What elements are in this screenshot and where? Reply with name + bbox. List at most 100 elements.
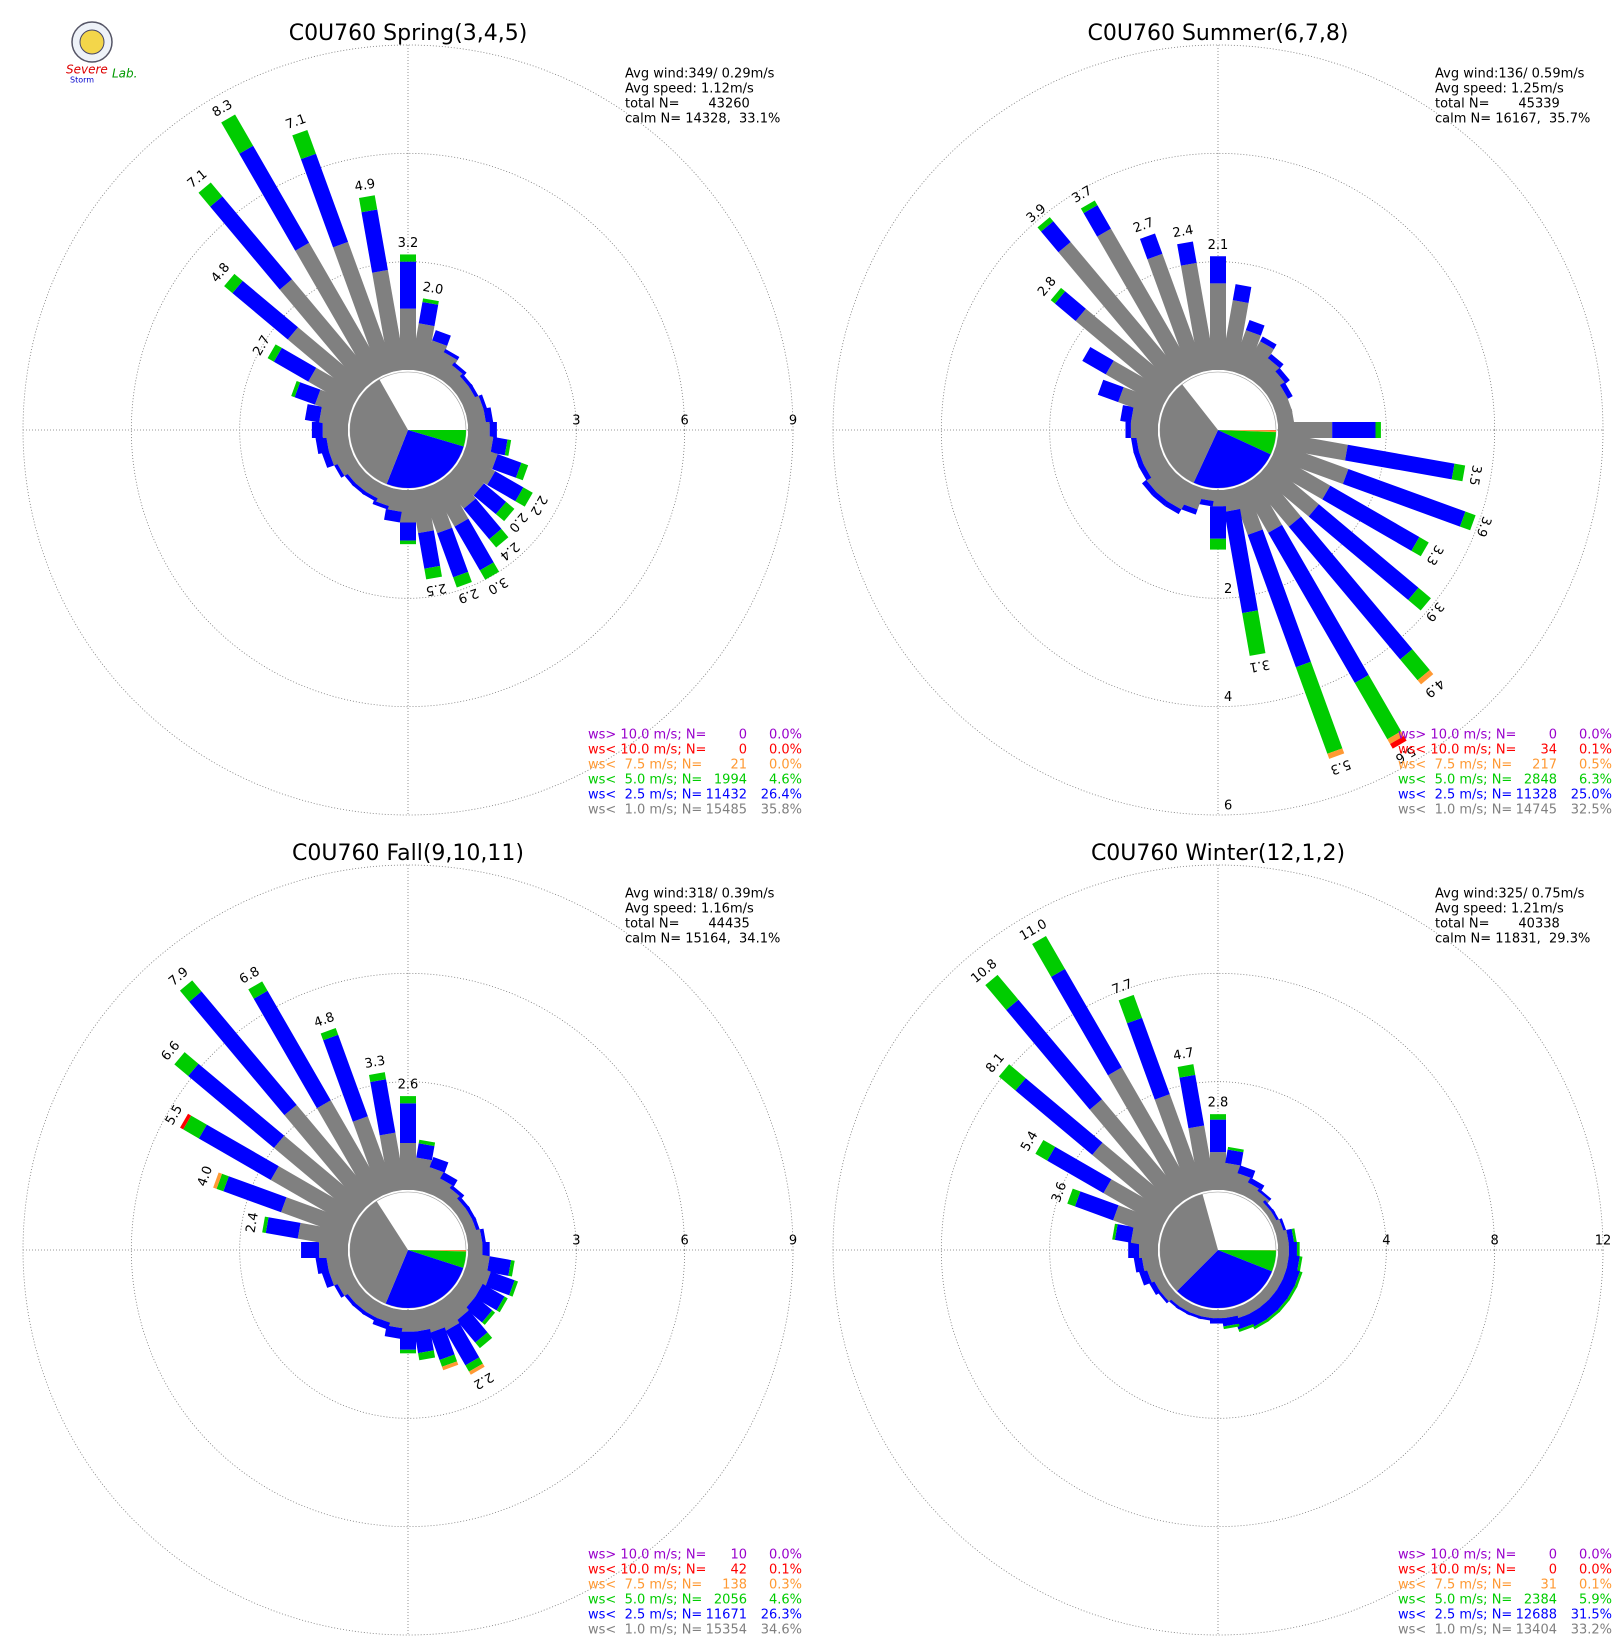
legend-label: ws< 1.0 m/s; N= (588, 803, 702, 818)
bar-segment (431, 1297, 460, 1331)
bar-segment (479, 1228, 487, 1245)
bar-segment (418, 1139, 436, 1147)
bar-segment (265, 1217, 301, 1239)
legend-label: ws< 7.5 m/s; N= (588, 1578, 702, 1593)
bar-segment (1032, 936, 1065, 977)
bar-segment (429, 1327, 455, 1361)
share-wedge (408, 430, 466, 447)
legend-percent: 4.6% (769, 773, 802, 788)
r-tick-label: 9 (789, 414, 797, 429)
bar-segment (478, 394, 488, 411)
bar-segment (1138, 1267, 1152, 1286)
bar-segment (455, 453, 496, 485)
stats-line: calm N= 14328, 33.1% (625, 112, 780, 127)
bar-segment (301, 1242, 320, 1258)
bar-segment (1188, 1125, 1216, 1193)
bar-segment (440, 365, 465, 390)
bar-segment (1154, 1094, 1205, 1197)
bar-segment (410, 487, 434, 534)
bar-segment (1143, 453, 1171, 478)
bar-segment (1411, 537, 1429, 557)
bar-segment (461, 1263, 491, 1287)
bar-segment (515, 487, 533, 507)
bar-segment (1120, 405, 1134, 423)
bar-segment (1118, 387, 1165, 417)
bar-segment (372, 1317, 391, 1330)
legend-label: ws< 10.0 m/s; N= (1398, 743, 1516, 758)
legend-percent: 35.8% (761, 803, 802, 818)
bar-segment (1141, 479, 1157, 496)
bar-segment (384, 1325, 403, 1339)
stats-line: total N= 44435 (625, 917, 750, 932)
legend-label: ws< 2.5 m/s; N= (588, 788, 702, 803)
stats-line: Avg wind:325/ 0.75m/s (1435, 887, 1585, 902)
bar-segment (1221, 1315, 1240, 1327)
bar-segment (1179, 1074, 1205, 1129)
bar-segment (1164, 501, 1182, 515)
bar-segment (273, 1135, 368, 1218)
legend-count: 0 (1549, 1563, 1557, 1578)
bar-segment (1155, 470, 1186, 502)
legend-count: 31 (1540, 1578, 1557, 1593)
bar-segment (1258, 371, 1286, 398)
legend-percent: 0.0% (769, 743, 802, 758)
bar-segment (281, 1197, 355, 1237)
bar-segment (418, 1350, 436, 1361)
legend-count: 12688 (1516, 1608, 1557, 1623)
bar-segment (504, 439, 512, 456)
bar-segment (1210, 1318, 1226, 1324)
legend-percent: 0.0% (769, 728, 802, 743)
bar-segment (1417, 669, 1434, 685)
bar-segment (320, 1028, 339, 1041)
bar-segment (1050, 287, 1066, 304)
bar-segment (174, 1052, 199, 1076)
bar-segment (1180, 504, 1198, 515)
bar-segment (1130, 436, 1139, 454)
bar-segment (1082, 347, 1114, 375)
bar-segment (1451, 463, 1466, 482)
bar-segment (463, 498, 502, 540)
legend-label: ws< 5.0 m/s; N= (588, 773, 702, 788)
bar-segment (1345, 444, 1455, 480)
legend-percent: 26.3% (761, 1608, 802, 1623)
bar-segment (1245, 319, 1265, 336)
chart-title: C0U760 Spring(3,4,5) (289, 21, 528, 46)
bar-segment (439, 1354, 458, 1367)
wind-rose-panel: 2462.13.53.93.33.94.95.65.33.12.83.93.72… (832, 21, 1612, 818)
bar-segment (1253, 1319, 1269, 1330)
bar-segment (1258, 462, 1319, 517)
legend-count: 0 (1549, 728, 1557, 743)
bar-segment (1128, 1242, 1140, 1258)
bar-total-label: 7.1 (284, 112, 309, 133)
bar-total-label: 4.0 (195, 1164, 216, 1189)
bar-segment (1267, 353, 1284, 369)
legend-percent: 0.5% (1579, 758, 1612, 773)
grid-ring (22, 44, 794, 816)
grid-ring (940, 152, 1496, 708)
bar-segment (1227, 1146, 1244, 1153)
bar-segment (418, 301, 439, 327)
bar-segment (321, 450, 334, 468)
bar-segment (362, 1310, 378, 1322)
stats-line: Avg speed: 1.25m/s (1435, 82, 1564, 97)
bar-segment (1291, 1228, 1298, 1245)
bar-segment (292, 129, 316, 160)
bar-segment (1408, 587, 1431, 611)
bar-segment (1177, 241, 1197, 266)
legend-count: 11432 (706, 788, 747, 803)
grid-ring (832, 44, 1604, 816)
bar-segment (1459, 511, 1476, 531)
share-wedge (350, 1201, 408, 1304)
bar-segment (1277, 1298, 1290, 1313)
bar-segment (465, 1296, 493, 1323)
bar-segment (452, 362, 467, 376)
legend-count: 217 (1532, 758, 1557, 773)
stats-line: total N= 40338 (1435, 917, 1560, 932)
bar-total-label: 2.4 (1172, 223, 1195, 241)
bar-segment (362, 490, 378, 502)
bar-segment (421, 1167, 445, 1197)
bar-segment (1058, 241, 1186, 390)
grid-ring (832, 864, 1604, 1636)
stats-line: Avg wind:136/ 0.59m/s (1435, 67, 1585, 82)
